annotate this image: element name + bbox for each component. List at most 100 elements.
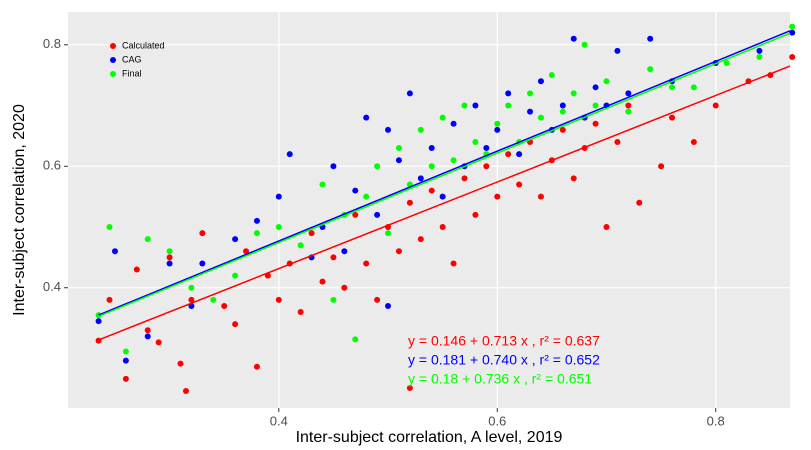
point [505,151,512,158]
point [461,102,468,109]
fit-line [98,30,791,316]
point [232,321,239,328]
point [330,296,337,303]
point [232,236,239,243]
point [527,108,534,115]
point [472,102,479,109]
legend-label: Final [122,68,142,78]
point [417,236,424,243]
point [253,363,260,370]
point [406,90,413,97]
point [106,224,113,231]
x-tick-label: 0.8 [707,413,725,428]
point [537,78,544,85]
point [374,163,381,170]
annotation: y = 0.18 + 0.736 x , r² = 0.651 [408,371,592,387]
point [647,35,654,42]
point [505,90,512,97]
point [625,102,632,109]
point [374,296,381,303]
point [352,211,359,218]
point [625,108,632,115]
point [363,260,370,267]
fit-line [98,65,791,341]
point [308,230,315,237]
y-tick-label: 0.8 [43,36,61,51]
point [690,84,697,91]
point [144,236,151,243]
point [122,357,129,364]
point [428,145,435,152]
point [483,145,490,152]
point [570,90,577,97]
point [199,260,206,267]
y-axis-label: Inter-subject correlation, 2020 [11,104,28,316]
point [417,126,424,133]
point [330,254,337,261]
y-tick-label: 0.6 [43,158,61,173]
point [570,175,577,182]
point [95,318,102,325]
point [516,181,523,188]
point [395,248,402,255]
point [182,387,189,394]
point [428,187,435,194]
point [592,120,599,127]
point [385,126,392,133]
annotation: y = 0.181 + 0.740 x , r² = 0.652 [408,352,600,368]
x-axis-label: Inter-subject correlation, A level, 2019 [296,429,563,446]
plot-panel [68,12,790,408]
point [461,175,468,182]
point [275,224,282,231]
x-tick-label: 0.4 [270,413,288,428]
legend-label: CAG [122,54,142,64]
point [450,120,457,127]
point [450,260,457,267]
point [144,333,151,340]
legend-marker [110,43,116,49]
point [166,248,173,255]
point [756,53,763,60]
point [516,151,523,158]
annotation: y = 0.146 + 0.713 x , r² = 0.637 [408,333,600,349]
point [789,23,796,30]
point [352,336,359,343]
x-tick-label: 0.6 [488,413,506,428]
point [286,151,293,158]
point [494,193,501,200]
point [253,217,260,224]
point [352,187,359,194]
point [111,248,118,255]
fit-line [98,32,791,317]
legend-label: Calculated [122,40,165,50]
point [789,29,796,36]
point [341,284,348,291]
point [275,193,282,200]
point [395,157,402,164]
point [133,266,140,273]
point [603,224,610,231]
point [319,278,326,285]
point [712,102,719,109]
point [625,90,632,97]
point [483,163,490,170]
y-tick-label: 0.4 [43,279,61,294]
point [450,157,457,164]
point [614,47,621,54]
point [559,108,566,115]
point [428,163,435,170]
point [363,193,370,200]
point [385,302,392,309]
point [472,211,479,218]
point [155,339,162,346]
point [330,163,337,170]
point [363,114,370,121]
point [505,102,512,109]
point [243,248,250,255]
point [341,248,348,255]
point [221,302,228,309]
point [275,296,282,303]
point [548,72,555,79]
point [166,254,173,261]
